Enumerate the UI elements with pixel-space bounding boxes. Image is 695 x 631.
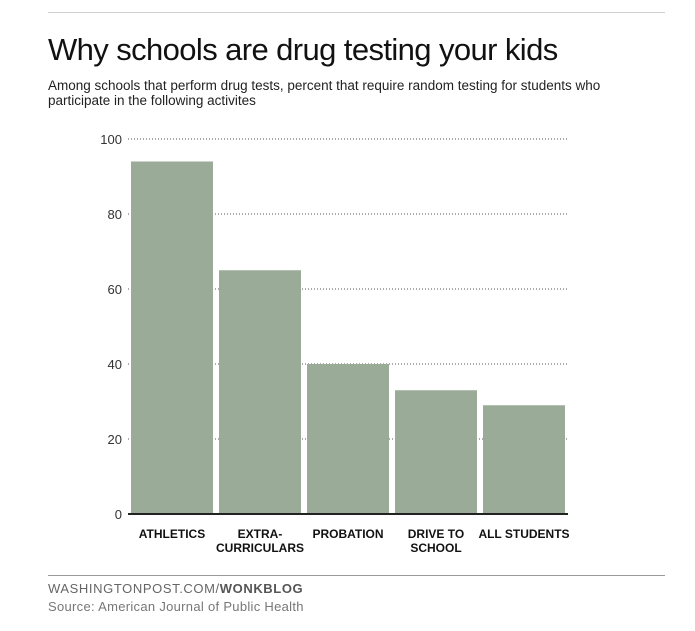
y-tick-label: 60 (108, 282, 122, 297)
x-tick-label: DRIVE TO (408, 527, 464, 541)
y-tick-label: 40 (108, 357, 122, 372)
bar (131, 161, 213, 514)
y-tick-label: 20 (108, 432, 122, 447)
x-tick-label: SCHOOL (410, 541, 461, 555)
x-tick-label: ALL STUDENTS (478, 527, 569, 541)
brand-domain: WASHINGTONPOST.COM/ (48, 581, 220, 596)
bar (219, 270, 301, 514)
brand-section: WONKBLOG (219, 581, 304, 596)
x-tick-label: CURRICULARS (216, 541, 304, 555)
x-tick-label: EXTRA- (238, 527, 283, 541)
footer-brand[interactable]: WASHINGTONPOST.COM/WONKBLOG (48, 581, 303, 596)
bar (395, 390, 477, 514)
footer-rule (48, 575, 665, 576)
x-tick-label: ATHLETICS (139, 527, 205, 541)
chart-title: Why schools are drug testing your kids (48, 32, 558, 67)
bar (483, 405, 565, 514)
y-tick-label: 80 (108, 207, 122, 222)
chart-subtitle: Among schools that perform drug tests, p… (48, 78, 601, 108)
y-tick-label: 0 (115, 507, 122, 522)
y-tick-label: 100 (100, 132, 122, 147)
x-tick-label: PROBATION (312, 527, 383, 541)
top-rule (48, 12, 665, 13)
source-note: Source: American Journal of Public Healt… (48, 599, 304, 614)
bar (307, 364, 389, 514)
